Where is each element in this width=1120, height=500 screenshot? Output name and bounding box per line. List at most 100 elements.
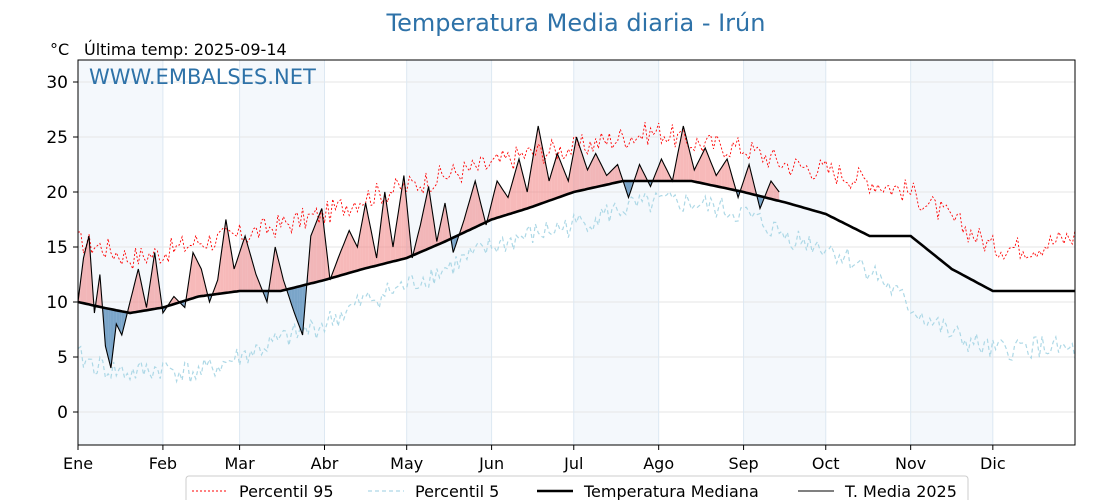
warm-anomaly-fill bbox=[576, 137, 580, 192]
warm-anomaly-fill bbox=[729, 168, 733, 190]
warm-anomaly-fill bbox=[445, 203, 448, 242]
warm-anomaly-fill bbox=[639, 164, 643, 181]
warm-anomaly-fill bbox=[83, 247, 87, 304]
warm-anomaly-fill bbox=[691, 159, 695, 182]
warm-anomaly-fill bbox=[236, 252, 240, 292]
warm-anomaly-fill bbox=[546, 167, 550, 202]
cold-anomaly-fill bbox=[119, 310, 122, 335]
warm-anomaly-fill bbox=[519, 159, 522, 211]
warm-anomaly-fill bbox=[540, 139, 544, 204]
warm-anomaly-fill bbox=[554, 153, 558, 199]
x-tick-label: Sep bbox=[729, 454, 759, 473]
warm-anomaly-fill bbox=[505, 193, 508, 216]
warm-anomaly-fill bbox=[590, 159, 593, 189]
warm-anomaly-fill bbox=[666, 170, 670, 181]
warm-anomaly-fill bbox=[562, 167, 566, 196]
warm-anomaly-fill bbox=[768, 181, 771, 199]
cold-anomaly-fill bbox=[121, 311, 125, 335]
legend-entry-label: Percentil 5 bbox=[415, 482, 499, 500]
warm-anomaly-fill bbox=[680, 126, 684, 181]
warm-anomaly-fill bbox=[609, 170, 613, 185]
warm-anomaly-fill bbox=[423, 199, 426, 251]
warm-anomaly-fill bbox=[551, 162, 555, 200]
warm-anomaly-fill bbox=[499, 185, 503, 217]
warm-anomaly-fill bbox=[319, 208, 322, 282]
warm-anomaly-fill bbox=[532, 142, 536, 207]
month-band bbox=[743, 60, 826, 445]
y-tick-label: 30 bbox=[46, 73, 68, 93]
legend-entry-label: Temperatura Mediana bbox=[583, 482, 759, 500]
chart-title: Temperatura Media diaria - Irún bbox=[386, 9, 766, 37]
warm-anomaly-fill bbox=[469, 190, 473, 230]
month-band bbox=[573, 60, 659, 445]
warm-anomaly-fill bbox=[242, 236, 246, 291]
warm-anomaly-fill bbox=[231, 252, 235, 293]
unit-label: °C bbox=[50, 40, 69, 59]
warm-anomaly-fill bbox=[595, 153, 599, 188]
y-axis: 0 5 10 15 20 25 30 bbox=[46, 73, 78, 423]
warm-anomaly-fill bbox=[524, 181, 528, 210]
warm-anomaly-fill bbox=[431, 204, 435, 248]
warm-anomaly-fill bbox=[253, 264, 256, 291]
y-tick-label: 0 bbox=[57, 403, 68, 423]
warm-anomaly-fill bbox=[351, 236, 355, 273]
x-tick-label: Ene bbox=[63, 454, 93, 473]
warm-anomaly-fill bbox=[280, 269, 284, 291]
plot-frame bbox=[77, 59, 1076, 446]
x-tick-label: Jul bbox=[563, 454, 583, 473]
x-tick-label: Dic bbox=[980, 454, 1006, 473]
warm-anomaly-fill bbox=[598, 159, 602, 187]
chart-subtitle: Última temp: 2025-09-14 bbox=[84, 40, 287, 59]
warm-anomaly-fill bbox=[582, 153, 585, 191]
warm-anomaly-fill bbox=[357, 232, 361, 271]
y-tick-label: 20 bbox=[46, 183, 68, 203]
month-band bbox=[910, 60, 993, 445]
warm-anomaly-fill bbox=[480, 203, 484, 225]
warm-anomaly-fill bbox=[195, 258, 199, 298]
warm-anomaly-fill bbox=[592, 153, 596, 188]
warm-anomaly-fill bbox=[560, 160, 563, 197]
warm-anomaly-fill bbox=[387, 210, 391, 263]
warm-anomaly-fill bbox=[245, 236, 248, 291]
warm-anomaly-fill bbox=[708, 154, 711, 186]
warm-anomaly-fill bbox=[749, 164, 752, 195]
warm-anomaly-fill bbox=[614, 164, 618, 183]
warm-anomaly-fill bbox=[171, 296, 174, 305]
warm-anomaly-fill bbox=[247, 245, 251, 291]
warm-anomaly-fill bbox=[603, 170, 607, 186]
warm-anomaly-fill bbox=[130, 291, 133, 313]
warm-anomaly-fill bbox=[527, 175, 530, 209]
cold-anomaly-fill bbox=[110, 309, 114, 368]
warm-anomaly-fill bbox=[513, 168, 517, 213]
warm-anomaly-fill bbox=[346, 230, 350, 274]
warm-anomaly-fill bbox=[439, 215, 443, 244]
warm-anomaly-fill bbox=[587, 164, 591, 189]
month-band bbox=[78, 60, 163, 445]
warm-anomaly-fill bbox=[256, 274, 259, 291]
warm-anomaly-fill bbox=[215, 280, 218, 295]
warm-anomaly-fill bbox=[491, 192, 495, 220]
warm-anomaly-fill bbox=[154, 252, 158, 309]
warm-anomaly-fill bbox=[568, 166, 571, 194]
warm-anomaly-fill bbox=[502, 189, 506, 217]
warm-anomaly-fill bbox=[324, 232, 328, 280]
percentile-5-line bbox=[77, 190, 1076, 384]
cold-anomaly-fill bbox=[299, 285, 303, 335]
mean-2025-line bbox=[77, 125, 780, 369]
warm-anomaly-fill bbox=[132, 280, 136, 313]
x-tick-label: Abr bbox=[311, 454, 339, 473]
warm-anomaly-fill bbox=[636, 164, 640, 181]
warm-anomaly-fill bbox=[675, 153, 678, 181]
warm-anomaly-fill bbox=[688, 148, 692, 181]
x-tick-label: Mar bbox=[225, 454, 256, 473]
warm-anomaly-fill bbox=[617, 164, 621, 183]
warm-anomaly-fill bbox=[362, 203, 366, 269]
warm-anomaly-fill bbox=[606, 172, 610, 185]
cold-anomaly-fill bbox=[297, 286, 300, 328]
warm-anomaly-fill bbox=[390, 228, 393, 263]
x-axis: Ene Feb Mar Abr May Jun Jul Ago Sep Oct Nov Dic bbox=[63, 445, 1006, 473]
series-lines bbox=[77, 122, 1076, 384]
warm-anomaly-fill bbox=[417, 225, 421, 254]
warm-anomaly-fill bbox=[135, 269, 139, 313]
warm-anomaly-fill bbox=[702, 148, 706, 184]
